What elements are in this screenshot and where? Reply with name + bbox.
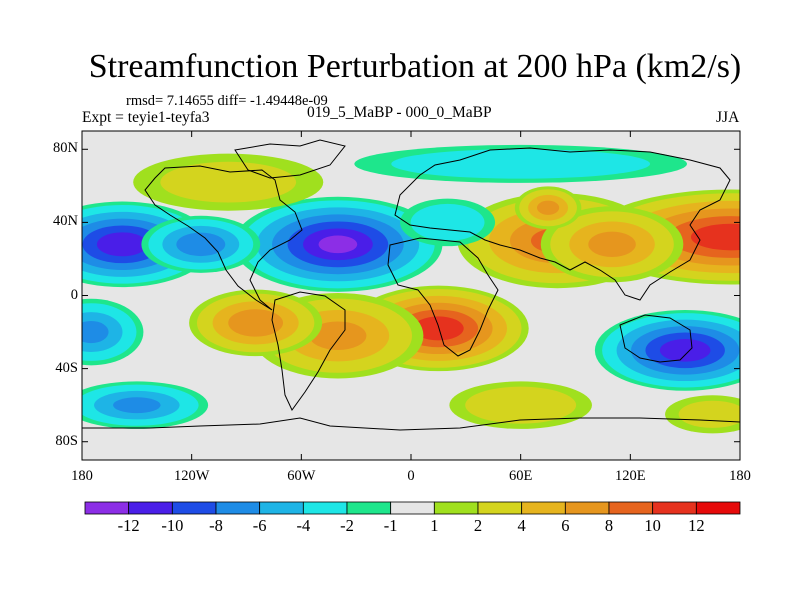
anomaly-contour-3 xyxy=(536,200,560,215)
colorbar-label: -2 xyxy=(340,516,354,535)
y-tick-label: 40S xyxy=(55,359,78,376)
x-tick-label: 60E xyxy=(508,468,533,484)
experiment-label: Expt = teyie1-teyfa3 xyxy=(82,109,210,126)
anomaly-contour-9 xyxy=(96,232,148,257)
colorbar-label: -10 xyxy=(161,516,184,535)
colorbar-label: -1 xyxy=(383,516,398,535)
colorbar-swatch xyxy=(390,501,435,515)
x-tick-label: 0 xyxy=(407,468,415,484)
x-tick-label: 180 xyxy=(71,468,93,484)
axis-ticks xyxy=(81,131,741,460)
anomaly-contour-16 xyxy=(160,161,297,203)
colorbar-swatch xyxy=(302,501,348,515)
colorbar-swatch xyxy=(346,501,392,515)
anomaly-contour-8 xyxy=(465,386,577,424)
plot-title: Streamfunction Perturbation at 200 hPa (… xyxy=(88,48,742,85)
colorbar-label: 2 xyxy=(473,516,483,535)
greenland-outline xyxy=(234,139,346,179)
africa-outline xyxy=(387,237,499,357)
colorbar-swatch xyxy=(564,501,610,515)
anomaly-contour-2 xyxy=(588,231,636,257)
colorbar-label: -6 xyxy=(252,516,267,535)
y-tick-label: 80S xyxy=(55,432,78,449)
anomaly-contour-0 xyxy=(690,223,740,251)
season-label: JJA xyxy=(716,109,740,126)
north-america-outline xyxy=(144,165,303,311)
colorbar-label: -8 xyxy=(209,516,223,535)
colorbar xyxy=(84,501,741,515)
x-tick-label: 120E xyxy=(615,468,646,484)
continent-outlines xyxy=(82,139,740,431)
colorbar-swatch xyxy=(84,501,130,515)
colorbar-label: 1 xyxy=(430,516,439,535)
colorbar-label: 12 xyxy=(688,516,705,535)
australia-outline xyxy=(619,314,693,363)
contour-field xyxy=(82,144,740,434)
anomaly-contour-10 xyxy=(318,235,358,254)
colorbar-label: 4 xyxy=(517,516,526,535)
anomaly-contour-12 xyxy=(659,339,711,362)
colorbar-label: 8 xyxy=(604,516,614,535)
y-tick-label: 80N xyxy=(53,140,78,157)
y-tick-label: 40N xyxy=(53,213,78,230)
anomaly-contour-15 xyxy=(410,203,485,241)
colorbar-swatch xyxy=(171,501,217,515)
colorbar-swatch xyxy=(521,501,566,515)
colorbar-swatch xyxy=(695,501,741,515)
colorbar-label: 6 xyxy=(561,516,570,535)
x-tick-label: 60W xyxy=(287,468,316,484)
x-tick-label: 180 xyxy=(729,468,751,484)
antarctica-outline xyxy=(82,417,740,431)
colorbar-swatch xyxy=(215,501,261,515)
colorbar-label: -4 xyxy=(296,516,311,535)
anomaly-contour-17 xyxy=(391,149,651,179)
colorbar-label: 10 xyxy=(644,516,661,535)
anomaly-contour-11 xyxy=(176,232,226,257)
colorbar-swatch xyxy=(477,501,523,515)
eurasia-outline xyxy=(394,147,731,301)
colorbar-swatch xyxy=(433,501,479,515)
anomaly-contour-6 xyxy=(309,321,367,350)
anomaly-contour-13 xyxy=(82,320,109,344)
colorbar-swatch xyxy=(128,501,173,515)
anomaly-contour-5 xyxy=(413,316,464,341)
colorbar-swatch xyxy=(608,501,654,515)
colorbar-swatch xyxy=(652,501,697,515)
colorbar-swatch xyxy=(259,501,304,515)
anomaly-contour-18 xyxy=(678,400,740,428)
x-tick-label: 120W xyxy=(173,468,210,484)
colorbar-label: -12 xyxy=(117,516,140,535)
anomaly-contour-7 xyxy=(228,309,284,337)
stats-text: rmsd= 7.14655 diff= -1.49448e-09 xyxy=(126,93,328,109)
south-america-outline xyxy=(271,291,346,411)
period-label: 019_5_MaBP - 000_0_MaBP xyxy=(307,104,492,121)
y-tick-label: 0 xyxy=(70,286,78,303)
anomaly-contour-14 xyxy=(113,397,161,414)
